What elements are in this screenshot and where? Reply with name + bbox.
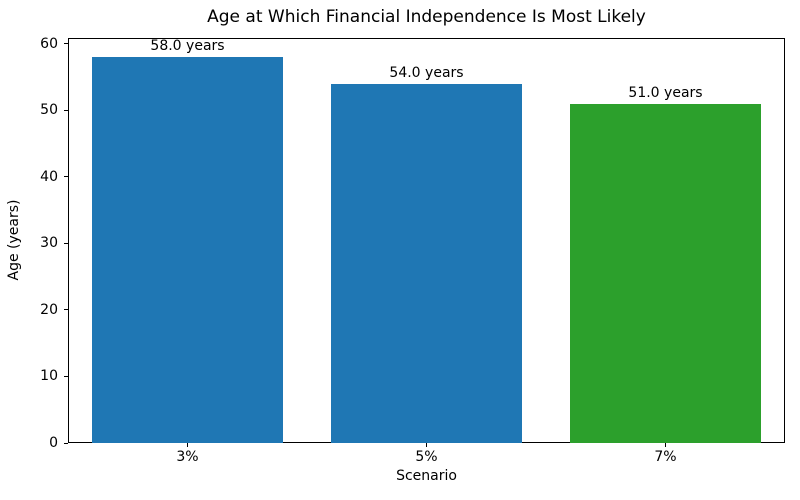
- bar-value-label: 54.0 years: [389, 64, 464, 81]
- y-tick-mark: [64, 109, 68, 111]
- bar-value-label: 51.0 years: [628, 84, 703, 101]
- y-tick-mark: [64, 242, 68, 244]
- x-tick-mark: [665, 443, 666, 447]
- y-tick-mark: [64, 309, 68, 311]
- x-axis-label: Scenario: [396, 468, 457, 484]
- bar-7%: [569, 103, 762, 443]
- y-tick-mark: [64, 176, 68, 178]
- x-tick-label: 3%: [176, 449, 199, 465]
- x-tick-label: 5%: [415, 449, 438, 465]
- y-tick-mark: [64, 375, 68, 377]
- bar-3%: [91, 57, 284, 443]
- y-tick-mark: [64, 442, 68, 444]
- chart-title: Age at Which Financial Independence Is M…: [207, 7, 646, 27]
- y-tick-label: 10: [40, 368, 58, 385]
- bar-5%: [330, 83, 523, 443]
- x-tick-mark: [187, 443, 188, 447]
- y-tick-mark: [64, 43, 68, 45]
- y-tick-label: 40: [40, 168, 58, 185]
- y-tick-label: 20: [40, 301, 58, 318]
- x-tick-label: 7%: [654, 449, 677, 465]
- bar-value-label: 58.0 years: [150, 38, 225, 55]
- y-tick-label: 50: [40, 102, 58, 119]
- x-tick-mark: [426, 443, 427, 447]
- y-tick-label: 0: [49, 435, 58, 451]
- y-tick-label: 60: [40, 35, 58, 52]
- y-tick-label: 30: [40, 235, 58, 252]
